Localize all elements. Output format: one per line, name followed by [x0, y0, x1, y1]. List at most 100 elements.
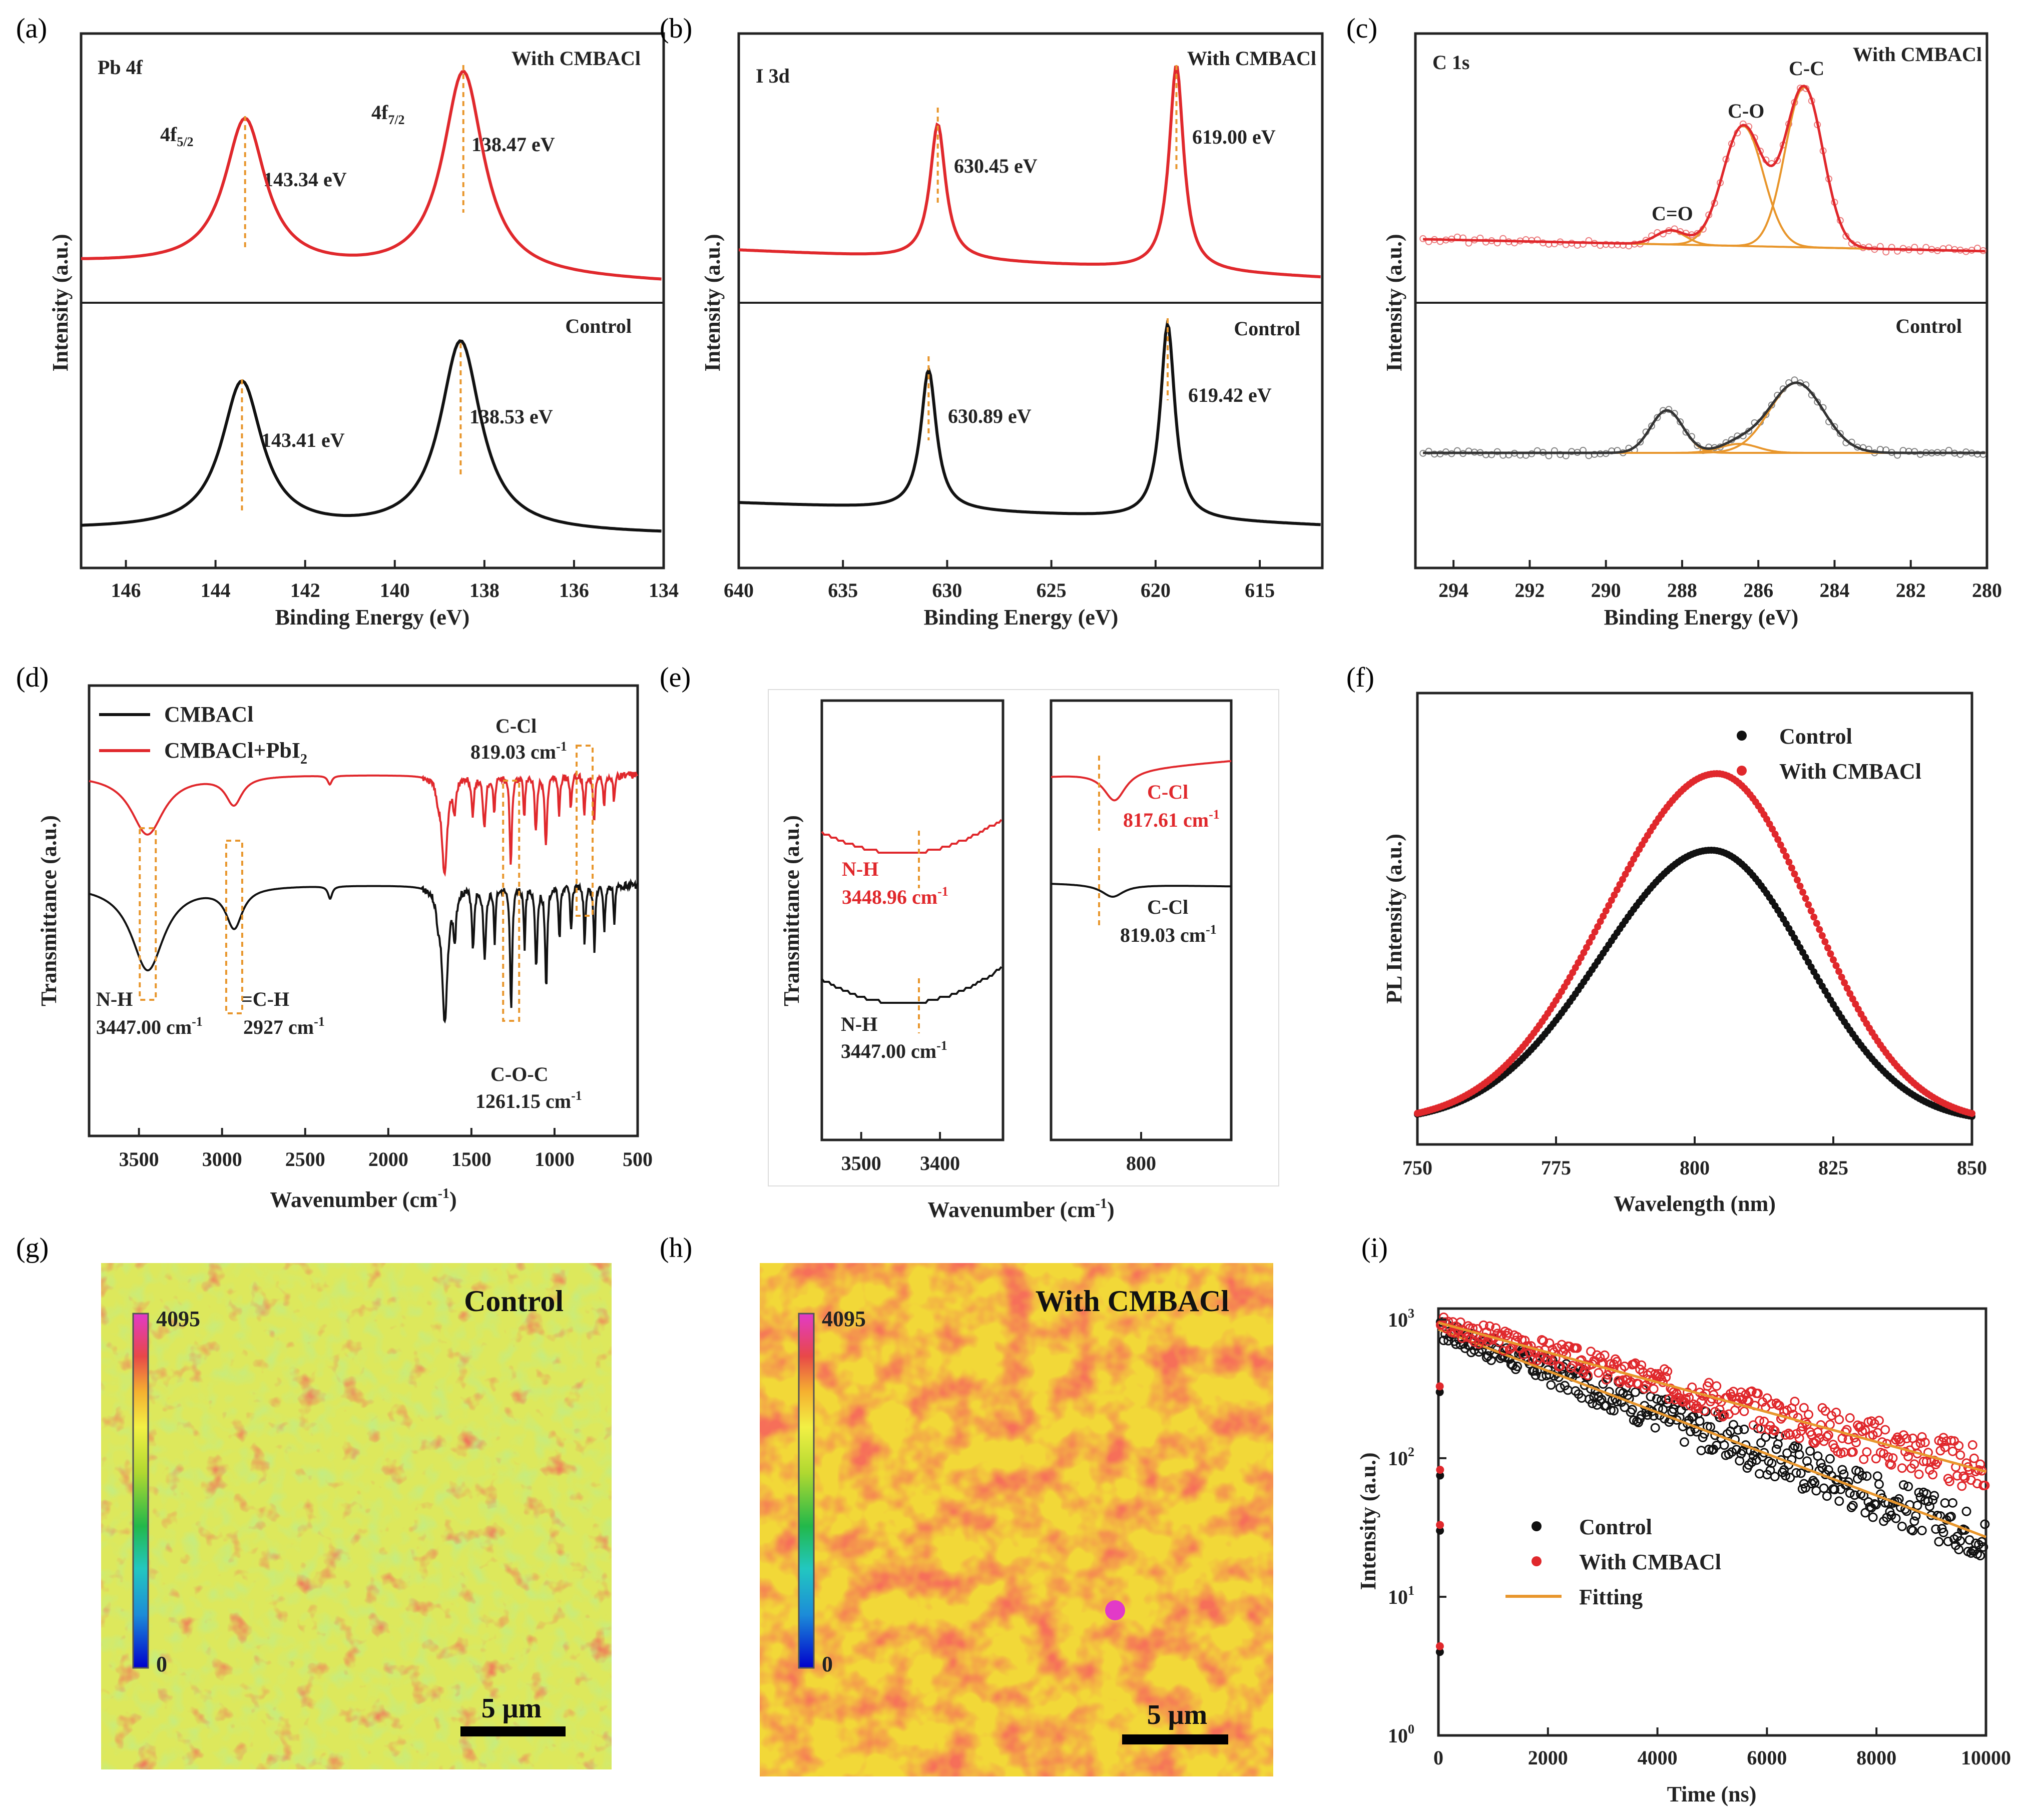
- trpl-point-cmbacl: [1871, 1454, 1881, 1464]
- xps-point-c: [1739, 120, 1747, 128]
- pl-point-cmbacl: [1846, 990, 1854, 997]
- trpl-point-control: [1819, 1483, 1829, 1493]
- pl-point-cmbacl: [1594, 923, 1602, 930]
- ytick-exponent: 0: [1408, 1722, 1414, 1736]
- trpl-point-control: [1955, 1536, 1965, 1546]
- panel-b-ylabel: Intensity (a.u.): [700, 234, 725, 371]
- pl-point-cmbacl: [1605, 902, 1613, 909]
- pl-point-cmbacl: [1830, 956, 1837, 964]
- trpl-point-cmbacl: [1594, 1368, 1604, 1378]
- panel-c-label: (c): [1346, 13, 1377, 44]
- panel-b: (b) I 3d With CMBACl Control 630.45 eV 6…: [660, 13, 1324, 630]
- panel-a-label: (a): [16, 13, 47, 44]
- trpl-point-control: [1744, 1460, 1754, 1470]
- pl-map-cmbacl-label: With CMBACl: [1036, 1285, 1229, 1318]
- panel-e: (e) N-H 3448.96 cm-1 N-H 3447.00 cm-1 C-…: [660, 662, 1279, 1222]
- legend-d-pbi2: CMBACl+PbI2: [164, 738, 307, 767]
- pl-map-cmbacl-red: [760, 1263, 1273, 1776]
- peak-label-b-top-1: 630.45 eV: [954, 155, 1038, 177]
- pl-map-control-label: Control: [464, 1285, 564, 1318]
- pl-point-cmbacl: [1832, 962, 1840, 969]
- xtick-label: 284: [1819, 579, 1849, 601]
- panel-d-label: (d): [16, 662, 49, 693]
- xps-point-c: [1831, 423, 1838, 430]
- trpl-point-cmbacl: [1883, 1452, 1893, 1462]
- pl-point-cmbacl: [1968, 1110, 1975, 1117]
- trpl-point-cmbacl: [1874, 1416, 1884, 1426]
- xtick-label: 290: [1591, 579, 1621, 601]
- trpl-point-cmbacl: [1696, 1397, 1706, 1407]
- pl-point-cmbacl: [1785, 858, 1793, 866]
- anno-e-ccl-red-val: 817.61 cm-1: [1123, 807, 1220, 831]
- panel-c-title: C 1s: [1432, 51, 1469, 74]
- panel-i-xlabel: Time (ns): [1667, 1782, 1757, 1806]
- ytick-exponent: 2: [1408, 1445, 1414, 1459]
- anno-e-ccl-black-val: 819.03 cm-1: [1120, 922, 1217, 946]
- trpl-point-control: [1961, 1506, 1971, 1516]
- trpl-point-control: [1954, 1545, 1964, 1555]
- spectrum-c-with-cmbacl: [1423, 85, 1985, 253]
- panel-e-frame-left: [820, 699, 1004, 1141]
- trpl-point-control: [1898, 1480, 1908, 1490]
- pl-point-cmbacl: [1807, 907, 1815, 915]
- trpl-point-control: [1946, 1512, 1956, 1522]
- panel-h-label: (h): [660, 1233, 692, 1264]
- panel-g-label: (g): [16, 1233, 49, 1264]
- pl-point-cmbacl: [1827, 950, 1834, 958]
- band-box-d: [139, 827, 157, 1001]
- trpl-point-cmbacl: [1823, 1430, 1833, 1440]
- panel-f-ylabel: PL Intensity (a.u.): [1382, 834, 1406, 1004]
- pl-point-cmbacl: [1774, 836, 1782, 843]
- legend-f-cmbacl: With CMBACl: [1779, 759, 1921, 784]
- scale-bar-g-label: 5 μm: [481, 1693, 542, 1724]
- panel-e-xlabel: Wavenumber (cm-1): [927, 1196, 1114, 1222]
- component-label-c-o: C-O: [1728, 100, 1764, 122]
- panel-c-top-label: With CMBACl: [1853, 43, 1982, 66]
- peak-label-b-top-2: 619.00 eV: [1192, 126, 1276, 148]
- pl-point-cmbacl: [1611, 891, 1618, 899]
- component-fit-c-2: [1423, 381, 1985, 454]
- trpl-point-control: [1871, 1500, 1881, 1510]
- panel-e-outer: [768, 689, 1279, 1186]
- pl-point-cmbacl: [1796, 882, 1804, 890]
- trpl-point-cmbacl: [1954, 1441, 1964, 1451]
- trpl-rise-point: [1435, 1642, 1444, 1650]
- trpl-point-cmbacl: [1851, 1438, 1861, 1448]
- trpl-point-control: [1770, 1472, 1780, 1482]
- xtick-label: 138: [469, 579, 499, 601]
- xtick-label: 640: [724, 579, 754, 601]
- panel-g: (g) 4095 0 Control 5 μm: [16, 1233, 612, 1769]
- xtick-label: 620: [1141, 579, 1171, 601]
- panel-f-xticks: 750 775 800 825 850: [1402, 1136, 1987, 1179]
- trpl-point-cmbacl: [1461, 1332, 1471, 1342]
- xtick-label: 3400: [920, 1152, 960, 1174]
- pl-point-cmbacl: [1586, 939, 1593, 946]
- trpl-point-control: [1785, 1473, 1795, 1483]
- xtick-label: 850: [1957, 1156, 1987, 1179]
- trpl-point-cmbacl: [1880, 1425, 1890, 1435]
- trpl-point-cmbacl: [1845, 1413, 1855, 1423]
- panel-a-bottom-label: Control: [565, 315, 632, 337]
- trpl-rise-point: [1436, 1471, 1444, 1480]
- scale-bar-h: [1122, 1734, 1228, 1744]
- trpl-point-control: [1816, 1458, 1826, 1468]
- panel-b-xticks: 640 635 630 625 620 615: [724, 560, 1275, 601]
- trpl-point-control: [1862, 1471, 1872, 1481]
- panel-c-ylabel: Intensity (a.u.): [1382, 234, 1406, 371]
- trpl-point-cmbacl: [1790, 1397, 1800, 1407]
- trpl-point-control: [1872, 1471, 1882, 1481]
- trpl-point-cmbacl: [1546, 1356, 1556, 1366]
- panel-f-xlabel: Wavelength (nm): [1614, 1191, 1776, 1216]
- panel-e-ylabel: Transmittance (a.u.): [779, 815, 804, 1006]
- pl-point-cmbacl: [1782, 853, 1790, 860]
- trpl-point-cmbacl: [1888, 1453, 1898, 1463]
- trpl-point-control: [1857, 1471, 1867, 1481]
- colorbar-h: [798, 1313, 815, 1669]
- panel-d: (d) CMBACl CMBACl+PbI2 C-Cl 819.03 cm-1 …: [16, 662, 653, 1212]
- trpl-point-control: [1650, 1423, 1660, 1433]
- xps-point-c: [1836, 430, 1844, 437]
- trpl-point-cmbacl: [1958, 1471, 1968, 1481]
- panel-a-xticks: 146 144 142 140 138 136 134: [111, 560, 679, 601]
- xtick-label: 1000: [535, 1148, 575, 1170]
